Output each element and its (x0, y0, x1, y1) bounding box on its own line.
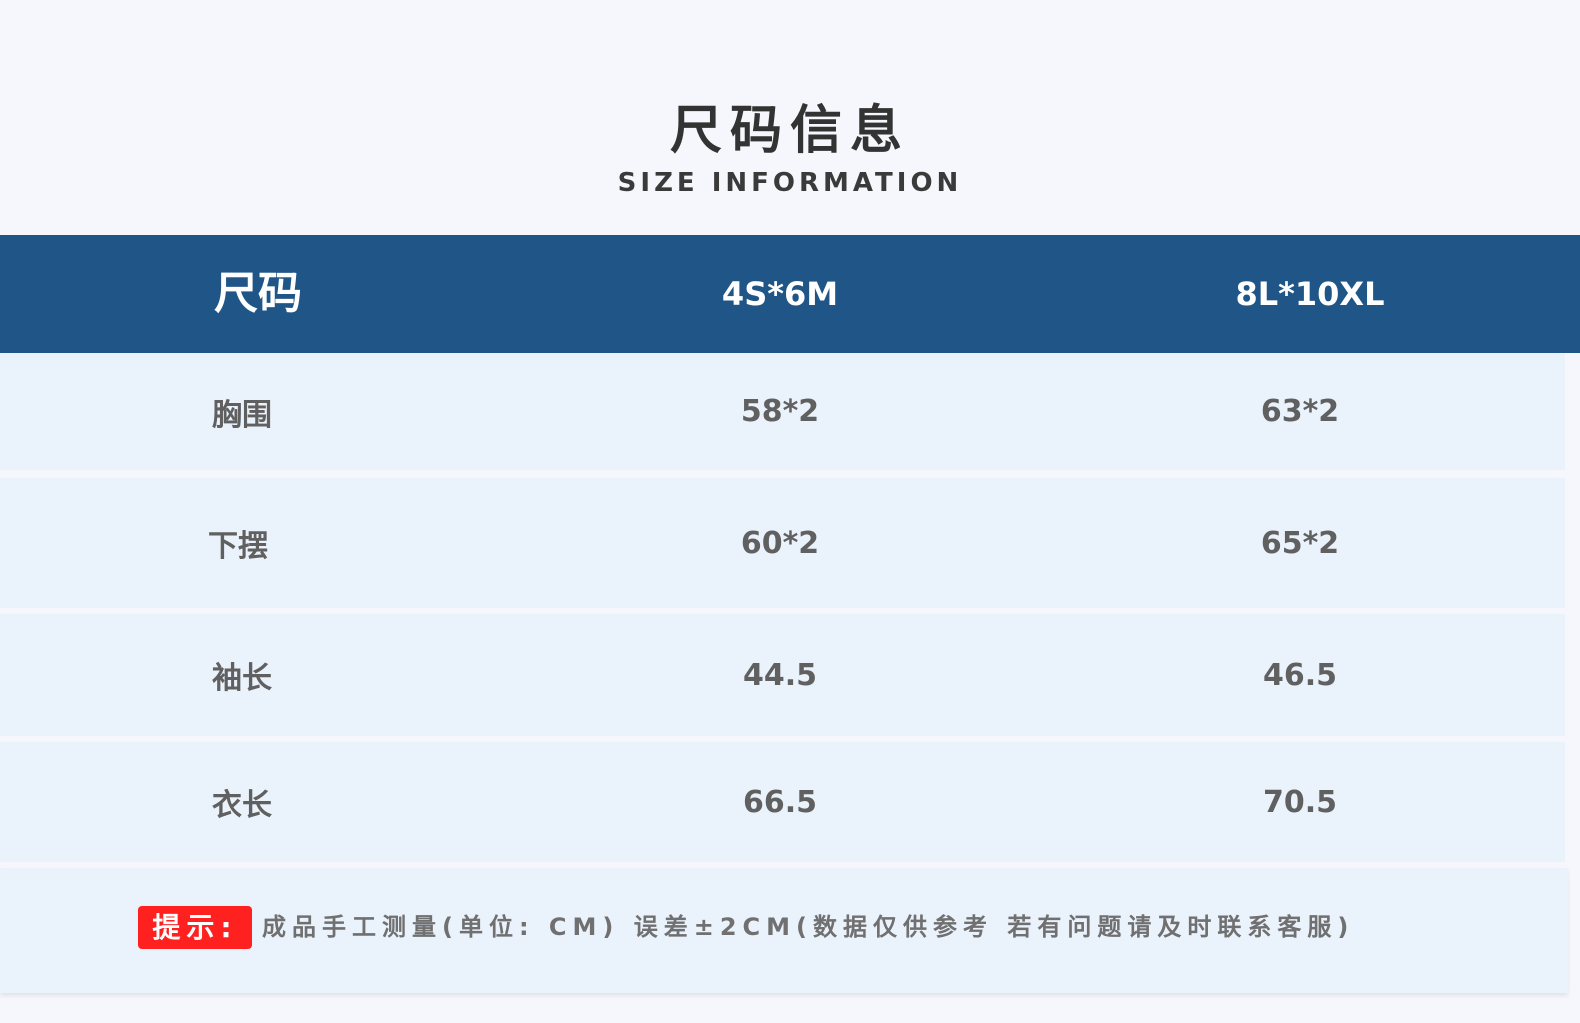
row-label: 胸围 (212, 397, 272, 433)
table-row: 胸围 58*2 63*2 (0, 353, 1565, 470)
cell-value: 63*2 (1260, 394, 1340, 429)
header-cell-size: 尺码 (214, 268, 302, 319)
cell-value: 58*2 (740, 394, 820, 429)
row-label: 衣长 (212, 788, 272, 823)
cell-value: 65*2 (1260, 525, 1340, 561)
tip-text: 成品手工测量(单位: CM) 误差±2CM(数据仅供参考 若有问题请及时联系客服… (262, 913, 1355, 941)
page-subtitle: SIZE INFORMATION (617, 168, 963, 198)
header-cell-size-2: 8L*10XL (1235, 275, 1385, 313)
cell-value: 60*2 (740, 525, 820, 561)
footer-note: 提示: 成品手工测量(单位: CM) 误差±2CM(数据仅供参考 若有问题请及时… (0, 868, 1568, 993)
table-header: 尺码 4S*6M 8L*10XL (0, 235, 1580, 353)
row-label: 下摆 (208, 529, 268, 564)
row-label: 袖长 (212, 661, 272, 696)
header-cell-size-1: 4S*6M (721, 275, 839, 313)
cell-value: 46.5 (1262, 657, 1338, 693)
tip-badge: 提示: (138, 906, 252, 949)
cell-value: 66.5 (742, 784, 818, 820)
table-row: 下摆 60*2 65*2 (0, 478, 1565, 608)
table-row: 袖长 44.5 46.5 (0, 614, 1565, 736)
cell-value: 44.5 (742, 657, 818, 693)
page-title: 尺码信息 (669, 101, 910, 161)
cell-value: 70.5 (1262, 784, 1338, 820)
table-row: 衣长 66.5 70.5 (0, 742, 1565, 862)
